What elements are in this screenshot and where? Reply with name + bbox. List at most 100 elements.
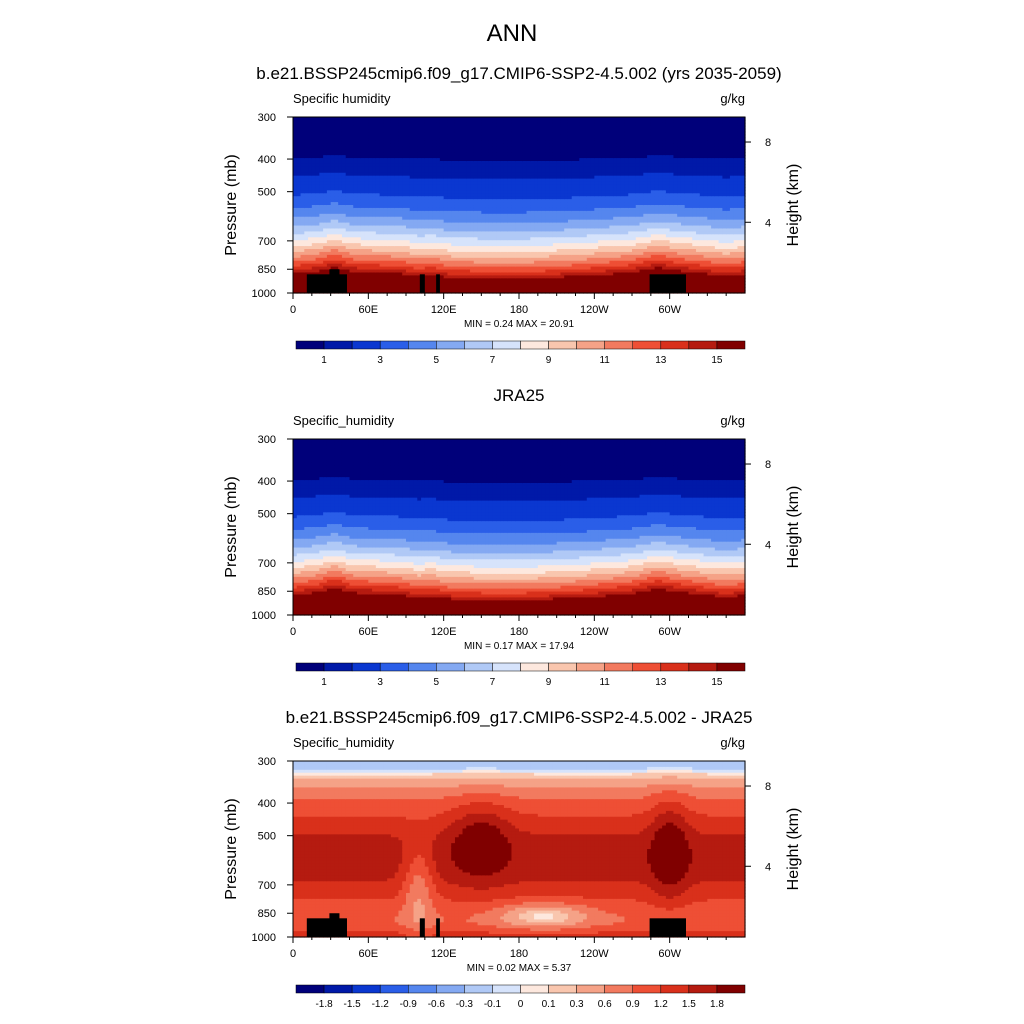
contour-cell xyxy=(326,199,332,203)
contour-cell xyxy=(364,161,369,165)
contour-cell xyxy=(334,131,339,136)
contour-cell xyxy=(387,205,392,209)
contour-cell xyxy=(300,122,305,127)
contour-cell xyxy=(357,140,362,144)
contour-cell xyxy=(345,143,351,147)
contour-cell xyxy=(319,163,324,168)
contour-cell xyxy=(360,225,366,230)
contour-cell xyxy=(364,140,369,144)
contour-cell xyxy=(375,219,381,224)
contour-cell xyxy=(353,249,358,253)
contour-cell xyxy=(334,146,339,150)
contour-cell xyxy=(406,172,411,177)
contour-cell xyxy=(357,122,362,127)
contour-cell xyxy=(372,169,377,174)
contour-cell xyxy=(372,146,377,150)
contour-cell xyxy=(330,240,336,244)
contour-cell xyxy=(383,190,388,194)
contour-cell xyxy=(398,169,403,174)
contour-cell xyxy=(323,181,328,186)
contour-cell xyxy=(338,205,343,209)
contour-cell xyxy=(308,134,313,139)
contour-cell xyxy=(368,260,373,265)
contour-cell xyxy=(390,275,396,279)
contour-cell xyxy=(341,187,347,191)
contour-cell xyxy=(390,202,396,206)
contour-cell xyxy=(398,266,403,271)
contour-cell xyxy=(360,207,366,212)
contour-cell xyxy=(364,260,369,265)
contour-cell xyxy=(402,196,407,200)
contour-cell xyxy=(387,263,392,268)
contour-cell xyxy=(402,128,407,133)
contour-cell xyxy=(357,216,362,221)
contour-cell xyxy=(323,175,328,180)
contour-cell xyxy=(326,158,332,162)
contour-cell xyxy=(353,225,358,230)
contour-cell xyxy=(311,172,317,177)
contour-cell xyxy=(368,257,373,262)
contour-cell xyxy=(353,187,358,191)
contour-cell xyxy=(394,272,400,276)
contour-cell xyxy=(406,158,411,162)
contour-cell xyxy=(349,275,354,279)
contour-cell xyxy=(315,190,320,194)
contour-cell xyxy=(383,143,388,147)
contour-cell xyxy=(406,166,411,171)
contour-cell xyxy=(338,269,343,274)
contour-cell xyxy=(345,254,351,259)
contour-cell xyxy=(304,281,309,285)
contour-cell xyxy=(308,202,313,206)
contour-cell xyxy=(375,125,381,130)
contour-cell xyxy=(379,251,384,256)
contour-cell xyxy=(379,152,384,156)
contour-cell xyxy=(357,207,362,212)
contour-cell xyxy=(390,254,396,259)
contour-cell xyxy=(402,225,407,230)
contour-cell xyxy=(387,249,392,253)
contour-cell xyxy=(353,152,358,156)
contour-cell xyxy=(368,287,373,291)
contour-cell xyxy=(379,219,384,224)
contour-cell xyxy=(406,137,411,142)
contour-cell xyxy=(402,119,407,124)
contour-cell xyxy=(345,216,351,221)
contour-cell xyxy=(387,225,392,230)
contour-cell xyxy=(315,146,320,150)
contour-cell xyxy=(357,196,362,200)
contour-cell xyxy=(338,196,343,200)
contour-cell xyxy=(293,281,298,285)
contour-cell xyxy=(368,284,373,288)
contour-cell xyxy=(341,169,347,174)
contour-cell xyxy=(353,190,358,194)
contour-cell xyxy=(315,228,320,232)
contour-cell xyxy=(375,166,381,171)
contour-cell xyxy=(394,281,400,285)
contour-cell xyxy=(326,207,332,212)
contour-cell xyxy=(311,117,317,121)
contour-cell xyxy=(353,193,358,197)
contour-cell xyxy=(319,240,324,244)
contour-cell xyxy=(368,228,373,232)
contour-cell xyxy=(357,263,362,268)
contour-cell xyxy=(379,196,384,200)
contour-cell xyxy=(398,190,403,194)
contour-cell xyxy=(300,196,305,200)
contour-cell xyxy=(372,184,377,188)
contour-cell xyxy=(293,122,298,127)
contour-cell xyxy=(379,131,384,136)
contour-cell xyxy=(360,158,366,162)
contour-cell xyxy=(379,187,384,191)
contour-cell xyxy=(349,202,354,206)
contour-cell xyxy=(311,243,317,247)
contour-cell xyxy=(345,275,351,279)
contour-cell xyxy=(338,263,343,268)
contour-cell xyxy=(372,122,377,127)
contour-cell xyxy=(315,234,320,238)
contour-cell xyxy=(357,146,362,150)
contour-cell xyxy=(326,166,332,171)
contour-cell xyxy=(315,240,320,244)
contour-cell xyxy=(390,243,396,247)
contour-cell xyxy=(375,216,381,221)
contour-cell xyxy=(383,199,388,203)
